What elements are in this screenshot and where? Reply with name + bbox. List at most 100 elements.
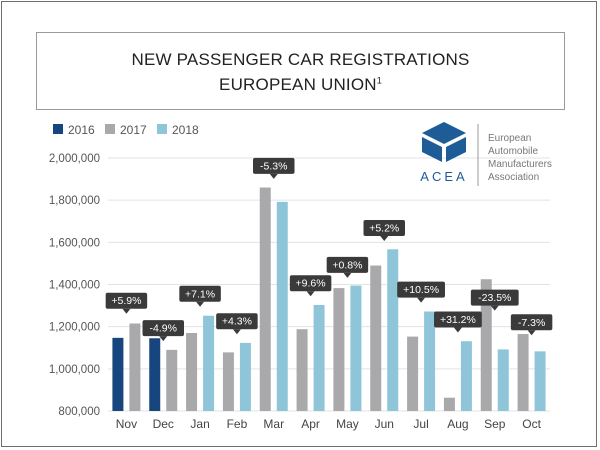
acea-logo: ACEA European Automobile Manufacturers A… [420, 122, 552, 186]
acea-abbr: ACEA [420, 169, 467, 184]
annotation-jan: +7.1% [179, 285, 221, 307]
bar-2017-jun [370, 265, 382, 411]
annotation-pointer [527, 330, 536, 336]
annotation-oct: -7.3% [510, 314, 553, 336]
bar-2018-jul [424, 311, 436, 411]
legend: 2016 2017 2018 [53, 123, 199, 137]
y-tick-label: 2,000,000 [49, 153, 100, 165]
annotation-dec: -4.9% [142, 320, 184, 342]
annotation-label: +0.8% [332, 259, 362, 271]
x-tick-label: Dec [153, 417, 174, 431]
bar-2017-may [333, 288, 345, 411]
bar-2017-feb [222, 352, 234, 411]
bar-2017-sep [480, 279, 492, 411]
x-tick-label: Aug [447, 417, 468, 431]
y-tick-label: 1,600,000 [49, 237, 100, 249]
annotation-label: -23.5% [478, 292, 511, 304]
acea-name-line-3: Manufacturers [488, 159, 552, 170]
bar-2018-jan [203, 315, 215, 411]
y-tick-label: 1,200,000 [49, 322, 100, 334]
x-axis: Nov Dec Jan Feb Mar Apr May Jun Jul Aug Sep Oct [116, 417, 542, 431]
annotation-box [326, 256, 369, 273]
annotation-pointer [269, 173, 278, 179]
x-tick-label: Sep [484, 417, 506, 431]
acea-name-line-1: European [488, 133, 531, 144]
annotation-label: -7.3% [518, 317, 545, 329]
annotation-nov: +5.9% [105, 292, 148, 314]
annotation-box [289, 275, 332, 292]
bar-2018-feb [239, 342, 251, 411]
bar-2016-dec [149, 338, 161, 411]
x-tick-label: Apr [301, 417, 320, 431]
bar-2018-sep [497, 349, 509, 411]
x-tick-label: Nov [116, 417, 137, 431]
legend-swatch-2018 [157, 124, 167, 134]
y-tick-label: 800,000 [58, 406, 100, 418]
bar-2017-jul [407, 336, 419, 411]
bar-2017-jan [186, 332, 198, 411]
annotation-box [470, 289, 519, 306]
annotation-label: +31.2% [440, 314, 476, 326]
legend-label-2018: 2018 [172, 123, 199, 137]
annotation-pointer [159, 336, 168, 342]
legend-swatch-2017 [105, 124, 115, 134]
acea-name-line-4: Association [488, 172, 539, 183]
annotation-sep: -23.5% [470, 289, 519, 311]
annotation-apr: +9.6% [289, 275, 332, 297]
bar-2017-dec [166, 349, 178, 411]
x-tick-label: Feb [227, 417, 248, 431]
annotation-label: -5.3% [260, 160, 287, 172]
annotation-aug: +31.2% [434, 311, 482, 333]
annotation-pointer [453, 327, 462, 333]
bar-2017-aug [443, 397, 455, 411]
bar-2016-nov [112, 337, 124, 411]
annotation-jul: +10.5% [397, 281, 445, 303]
bar-2018-may [350, 285, 362, 411]
bar-2018-aug [460, 341, 472, 411]
chart-title-line2: EUROPEAN UNION1 [37, 75, 564, 95]
annotation-box [216, 313, 258, 330]
legend-label-2017: 2017 [120, 123, 147, 137]
annotation-box [363, 220, 405, 237]
y-tick-label: 1,800,000 [49, 195, 100, 207]
bar-2017-apr [296, 329, 308, 411]
legend-label-2016: 2016 [68, 123, 95, 137]
annotation-box [253, 157, 295, 174]
annotation-box [179, 285, 221, 302]
bars [112, 187, 546, 411]
acea-name-line-2: Automobile [488, 146, 538, 157]
annotation-label: +7.1% [185, 288, 215, 300]
annotation-label: +10.5% [403, 284, 439, 296]
annotation-pointer [490, 305, 499, 311]
chart-title-line1: NEW PASSENGER CAR REGISTRATIONS [131, 50, 470, 69]
y-tick-label: 1,000,000 [49, 364, 100, 376]
bar-2018-oct [534, 351, 546, 411]
annotation-pointer [343, 272, 352, 278]
annotation-label: +9.6% [296, 278, 326, 290]
title-box: NEW PASSENGER CAR REGISTRATIONS EUROPEAN… [36, 32, 565, 110]
annotation-label: +4.3% [222, 316, 252, 328]
annotation-pointer [196, 301, 205, 307]
x-tick-label: Oct [522, 417, 541, 431]
annotation-pointer [232, 329, 241, 335]
bar-2017-oct [517, 334, 529, 411]
annotation-box [142, 320, 184, 337]
y-axis: 800,000 1,000,000 1,200,000 1,400,000 1,600,… [49, 153, 100, 418]
title-footnote-marker: 1 [376, 75, 382, 86]
acea-cube-icon [422, 122, 466, 162]
annotation-label: +5.2% [369, 223, 399, 235]
x-tick-label: Jun [375, 417, 394, 431]
annotation-label: -4.9% [150, 323, 177, 335]
annotation-pointer [306, 291, 315, 297]
bar-2018-jun [387, 249, 399, 411]
x-tick-label: Jul [413, 417, 428, 431]
annotation-box [105, 292, 148, 309]
annotation-box [434, 311, 482, 328]
bar-2017-nov [129, 323, 141, 411]
chart-title-line2-text: EUROPEAN UNION [219, 75, 377, 94]
bar-2018-mar [276, 201, 288, 411]
annotation-label: +5.9% [111, 295, 141, 307]
annotation-box [510, 314, 553, 331]
